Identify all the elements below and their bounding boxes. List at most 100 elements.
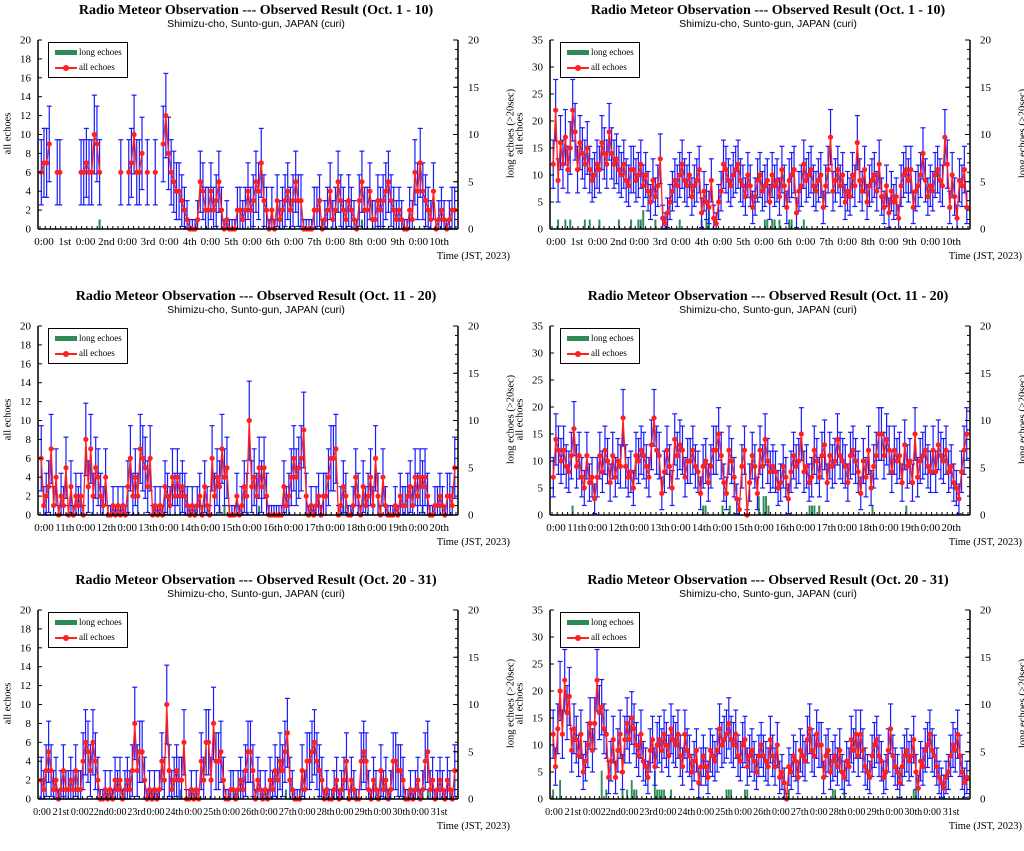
all-echoes-point [174,768,179,773]
y-tick-label: 25 [532,375,544,387]
all-echoes-point [185,503,190,508]
all-echoes-point [946,469,951,474]
all-echoes-point [752,464,757,469]
all-echoes-point [351,503,356,508]
all-echoes-point [915,475,920,480]
all-echoes-point [234,494,239,499]
all-echoes-point [736,162,741,167]
y-tick-label: 20 [20,321,32,333]
long-echo-bar [584,220,586,229]
all-echoes-point [651,415,656,420]
all-echoes-point [264,494,269,499]
all-echoes-point [407,208,412,213]
y-tick-label: 2 [26,491,32,503]
x-tick-label: 23rd [127,807,145,818]
all-echoes-point [89,170,94,175]
all-echoes-point [378,208,383,213]
all-echoes-point [180,484,185,489]
all-echoes-point [636,458,641,463]
all-echoes-point [206,208,211,213]
all-echoes-point [275,778,280,783]
all-echoes-point [806,480,811,485]
long-echo-bar [767,506,769,515]
all-echoes-line-segment [556,110,558,180]
all-echoes-point [858,491,863,496]
y-tick-label: 4 [26,756,32,768]
x-tick-label: 0:00 [671,236,691,248]
all-echoes-point [714,221,719,226]
all-echoes-point [698,491,703,496]
all-echoes-point [86,484,91,489]
x-tick-label: 0:00 [921,236,941,248]
all-echoes-point [675,183,680,188]
all-echoes-point [383,503,388,508]
all-echoes-point [249,484,254,489]
all-echoes-point [816,178,821,183]
all-echoes-point [819,453,824,458]
all-echoes-point [623,464,628,469]
all-echoes-point [682,475,687,480]
all-echoes-point [290,787,295,792]
all-echoes-point [199,759,204,764]
all-echoes-point [856,469,861,474]
long-echo-bar [913,790,915,799]
y-tick-label: 4 [26,186,32,198]
all-echoes-point [808,167,813,172]
all-echoes-point [231,787,236,792]
all-echoes-point [353,475,358,480]
all-echoes-point [344,759,349,764]
all-echoes-point [556,448,561,453]
all-echoes-point [830,464,835,469]
all-echoes-point [328,189,333,194]
all-echoes-point [216,179,221,184]
all-echoes-point [298,198,303,203]
all-echoes-point [322,217,327,222]
x-tick-label: 8th [349,236,364,248]
all-echoes-point [923,178,928,183]
all-echoes-point [636,172,641,177]
all-echoes-point [393,759,398,764]
all-echoes-point [361,749,366,754]
all-echoes-point [181,740,186,745]
legend-entry-long-echoes: long echoes [567,46,634,58]
y-tick-label: 20 [532,116,544,128]
all-echoes-point [135,494,140,499]
all-echoes-point [371,778,376,783]
all-echoes-point [925,194,930,199]
all-echoes-point [570,108,575,113]
all-echoes-point [412,170,417,175]
all-echoes-point [335,179,340,184]
all-echoes-point [431,189,436,194]
all-echoes-point [610,453,615,458]
all-echoes-point [840,172,845,177]
y-tick-label: 0 [538,510,544,522]
all-echoes-point [68,778,73,783]
all-echoes-point [626,183,631,188]
all-echoes-point [68,484,73,489]
all-echoes-point [560,162,565,167]
all-echoes-point [198,179,203,184]
all-echoes-point [373,217,378,222]
all-echoes-point [408,484,413,489]
all-echoes-point [394,217,399,222]
all-echoes-point [804,464,809,469]
all-echoes-point [954,216,959,221]
y-right-tick-label: 5 [980,176,986,188]
all-echoes-point [365,208,370,213]
long-echo-bar [663,790,665,799]
all-echoes-point [794,210,799,215]
all-echoes-point [162,484,167,489]
all-echoes-point [317,768,322,773]
all-echoes-point [590,178,595,183]
legend-label: long echoes [79,333,122,343]
x-tick-label: 0:00 [588,522,608,534]
long-echo-bar [832,790,834,799]
x-tick-label: 17th [817,522,837,534]
all-echoes-point [825,480,830,485]
all-echoes-point [942,135,947,140]
all-echoes-point [631,167,636,172]
x-tick-label: 4th [695,236,710,248]
all-echoes-point [364,759,369,764]
all-echoes-point [148,456,153,461]
all-echoes-point [208,778,213,783]
